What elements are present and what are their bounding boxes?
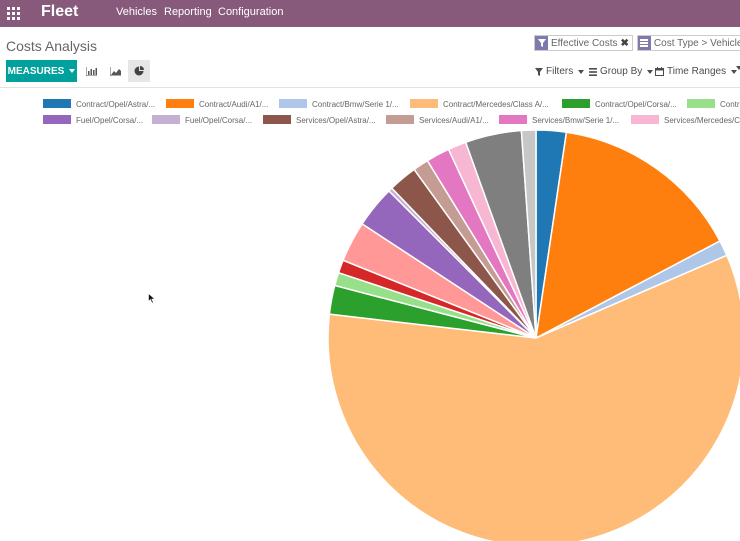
legend-item[interactable]: Contract/Audi/A1/... (166, 99, 268, 109)
filter-icon (535, 36, 548, 50)
legend-label: Contract/Opel/Corsa/... (595, 100, 677, 109)
chevron-down-icon (578, 69, 585, 74)
line-chart-button[interactable] (104, 60, 126, 82)
pie-chart-button[interactable] (128, 60, 150, 82)
legend-label: Services/Bmw/Serie 1/... (532, 116, 619, 125)
divider (0, 87, 740, 88)
chevron-down-icon (647, 69, 654, 74)
more-options-dropdown[interactable] (734, 66, 740, 70)
bar-chart-button[interactable] (80, 60, 102, 82)
legend-item[interactable]: Contract/Opel/Corsa/... (562, 99, 677, 109)
legend-item[interactable]: Services/Opel/Astra/... (263, 115, 376, 125)
legend-label: Contract/Bmw/Serie 1/... (312, 100, 399, 109)
pie-slice[interactable] (327, 254, 740, 541)
legend-item[interactable]: Contract/Opel/Astra/... (43, 99, 155, 109)
legend-swatch (152, 115, 180, 124)
legend-swatch (43, 99, 71, 108)
calendar-icon (655, 67, 664, 76)
pie-slice[interactable] (535, 131, 721, 340)
menu-vehicles[interactable]: Vehicles (116, 6, 157, 18)
legend-item[interactable]: Contract/Bmw/Serie 1/... (279, 99, 399, 109)
legend-item[interactable]: Contract/... (687, 99, 740, 109)
group-by-dropdown[interactable]: Group By (589, 66, 654, 77)
group-by-icon (589, 67, 597, 76)
pie-slice[interactable] (520, 129, 537, 339)
legend-item[interactable]: Services/Mercedes/C... (631, 115, 740, 125)
bar-chart-icon (85, 66, 97, 76)
legend-item[interactable]: Fuel/Opel/Corsa/... (152, 115, 252, 125)
legend-label: Contract/Audi/A1/... (199, 100, 268, 109)
control-panel: Costs Analysis Effective Costs ✖ Cost Ty… (0, 27, 740, 85)
chevron-down-icon (69, 69, 76, 73)
legend-swatch (631, 115, 659, 124)
legend-item[interactable]: Fuel/Opel/Corsa/... (43, 115, 143, 125)
top-navbar: Fleet Vehicles Reporting Configuration (0, 0, 740, 27)
legend-label: Contract/Opel/Astra/... (76, 100, 155, 109)
time-ranges-dropdown[interactable]: Time Ranges (655, 66, 738, 77)
group-by-label: Group By (600, 66, 643, 77)
line-chart-icon (109, 66, 121, 76)
measures-label: MEASURES (7, 65, 65, 77)
legend-swatch (263, 115, 291, 124)
legend-item[interactable]: Services/Bmw/Serie 1/... (499, 115, 619, 125)
facet-label: Effective Costs (551, 37, 618, 49)
legend-swatch (43, 115, 71, 124)
menu-configuration[interactable]: Configuration (218, 6, 284, 18)
filters-dropdown[interactable]: Filters (535, 66, 585, 77)
legend-swatch (279, 99, 307, 108)
chevron-down-icon (731, 69, 738, 74)
legend-swatch (386, 115, 414, 124)
app-title: Fleet (41, 3, 79, 20)
chevron-down-icon (736, 66, 740, 70)
breadcrumb: Costs Analysis (6, 38, 98, 54)
legend-swatch (562, 99, 590, 108)
legend-swatch (410, 99, 438, 108)
legend-label: Fuel/Opel/Corsa/... (76, 116, 143, 125)
close-icon[interactable]: ✖ (620, 37, 629, 49)
filter-icon (535, 67, 543, 76)
legend-label: Services/Opel/Astra/... (296, 116, 376, 125)
search-facet-groupby[interactable]: Cost Type > Vehicle ✖ (636, 35, 740, 51)
legend-swatch (166, 99, 194, 108)
legend-label: Fuel/Opel/Corsa/... (185, 116, 252, 125)
legend-label: Services/Audi/A1/... (419, 116, 489, 125)
legend-swatch (687, 99, 715, 108)
legend-item[interactable]: Services/Audi/A1/... (386, 115, 489, 125)
group-by-icon (637, 36, 651, 50)
legend-label: Contract/... (720, 100, 740, 109)
time-ranges-label: Time Ranges (667, 66, 727, 77)
pie-chart: Contract/Opel/Astra/... Contract/Audi/A1/… (43, 99, 740, 541)
menu-reporting[interactable]: Reporting (164, 6, 212, 18)
apps-menu-icon[interactable] (7, 7, 20, 20)
mouse-cursor-icon (148, 293, 156, 304)
legend-label: Services/Mercedes/C... (664, 116, 740, 125)
search-facet-filter[interactable]: Effective Costs ✖ (534, 35, 633, 51)
legend-swatch (499, 115, 527, 124)
measures-button[interactable]: MEASURES (6, 60, 77, 82)
facet-label: Cost Type > Vehicle (653, 37, 740, 49)
legend-label: Contract/Mercedes/Class A/... (443, 100, 549, 109)
legend-item[interactable]: Contract/Mercedes/Class A/... (410, 99, 549, 109)
filters-label: Filters (546, 66, 574, 77)
search-facets: Effective Costs ✖ Cost Type > Vehicle ✖ (534, 35, 740, 51)
pie-chart-icon (134, 66, 144, 76)
